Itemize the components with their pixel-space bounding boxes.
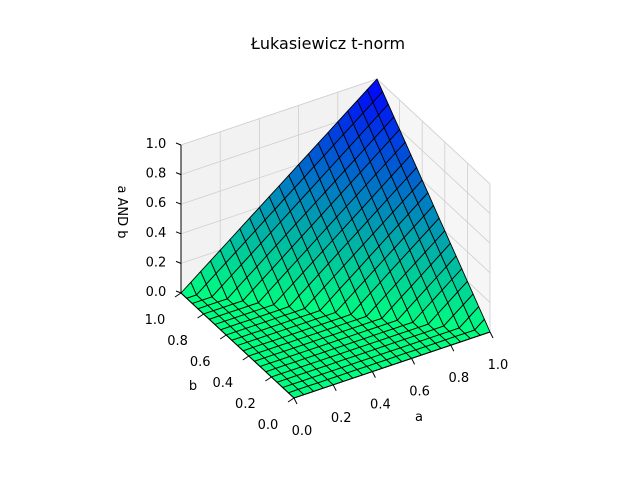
y-tick — [287, 397, 295, 403]
x-tick-label: 0.6 — [409, 384, 430, 399]
z-tick — [175, 260, 182, 264]
y-tick-label: 0.0 — [258, 418, 279, 433]
z-tick — [175, 142, 182, 146]
x-axis-label: a — [415, 410, 423, 425]
y-axis-line — [180, 292, 295, 399]
y-tick — [219, 334, 227, 340]
y-tick-label: 0.6 — [190, 355, 211, 370]
y-tick-label: 0.8 — [167, 334, 188, 349]
z-tick-label: 1.0 — [146, 137, 167, 152]
z-tick — [175, 290, 182, 294]
gridline — [180, 78, 378, 146]
y-tick-label: 0.2 — [235, 397, 256, 412]
z-tick-label: 0.0 — [146, 285, 167, 300]
y-tick — [174, 292, 182, 298]
x-tick-label: 1.0 — [488, 358, 509, 373]
y-tick-label: 1.0 — [145, 313, 166, 328]
gridline — [376, 78, 491, 185]
x-tick — [411, 358, 416, 365]
z-tick-label: 0.2 — [146, 255, 167, 270]
x-tick — [293, 397, 298, 405]
x-tick-label: 0.8 — [448, 371, 469, 386]
z-tick-label: 0.8 — [146, 167, 167, 182]
y-axis-label: b — [189, 379, 197, 394]
y-tick — [242, 355, 250, 361]
x-tick-label: 0.0 — [292, 424, 313, 439]
y-tick — [197, 313, 204, 319]
z-tick — [175, 201, 182, 205]
axis-lines — [180, 145, 491, 399]
x-tick — [489, 331, 494, 339]
chart-title: Łukasiewicz t-norm — [250, 34, 405, 53]
x-tick-label: 0.4 — [370, 398, 391, 413]
x-tick — [371, 371, 376, 378]
y-tick — [265, 376, 272, 382]
z-tick — [175, 172, 182, 176]
z-axis-label: a AND b — [114, 185, 129, 238]
x-axis-line — [293, 331, 491, 399]
y-tick-label: 0.4 — [212, 376, 233, 391]
axis-ticks: 0.00.20.40.60.81.00.00.20.40.60.81.00.00… — [145, 137, 509, 439]
x-tick — [450, 344, 455, 352]
x-tick — [332, 384, 337, 392]
z-tick-label: 0.6 — [146, 196, 167, 211]
z-tick-label: 0.4 — [146, 226, 167, 241]
z-tick — [175, 231, 182, 235]
x-tick-label: 0.2 — [331, 411, 352, 426]
surface-plot — [180, 78, 491, 399]
